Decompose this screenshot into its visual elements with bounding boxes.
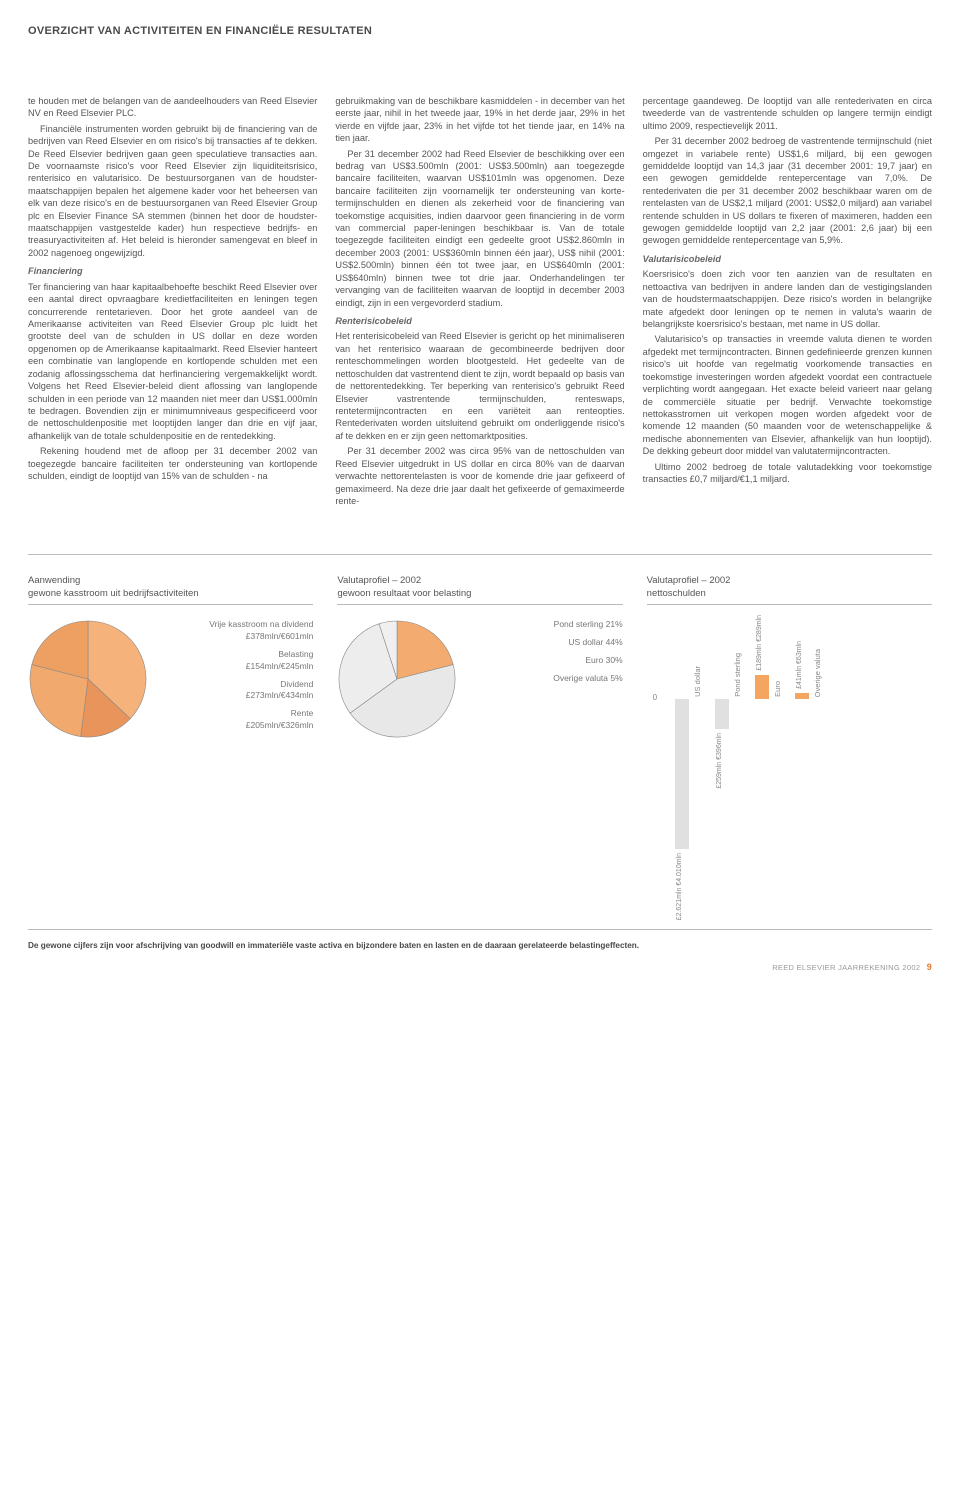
pie-chart-aanwending [28, 619, 148, 739]
bar-axis-zero: 0 [653, 693, 657, 704]
col3-p3: Koersrisico's doen zich voor ten aanzien… [643, 268, 932, 330]
page-title: OVERZICHT VAN ACTIVITEITEN EN FINANCIËLE… [28, 24, 932, 39]
col1-p4: Rekening houdend met de afloop per 31 de… [28, 445, 317, 482]
body-columns: te houden met de belangen van de aandeel… [28, 95, 932, 511]
footer-text: REED ELSEVIER JAARREKENING 2002 [772, 963, 920, 972]
col1-p1: te houden met de belangen van de aandeel… [28, 95, 317, 120]
legend-item: Belasting£154mln/€245mln [160, 649, 313, 673]
chart-panel-aanwending: Aanwending gewone kasstroom uit bedrijfs… [28, 571, 313, 849]
col3-p5: Ultimo 2002 bedroeg de totale valuta­dek… [643, 461, 932, 486]
bar-pond-sterling: £259mln €396mlnPond sterling [715, 619, 729, 849]
legend-item: Rente£205mln/€326mln [160, 708, 313, 732]
legend-item: Euro 30% [469, 655, 622, 667]
col3-p1: percentage gaandeweg. De looptijd van al… [643, 95, 932, 132]
chart-panel-valutaprofiel-resultaat: Valutaprofiel – 2002 gewoon resultaat vo… [337, 571, 622, 849]
footnote: De gewone cijfers zijn voor afschrijving… [28, 929, 932, 951]
column-3: percentage gaandeweg. De looptijd van al… [643, 95, 932, 511]
col2-subhead-renterisico: Renterisicobeleid [335, 315, 624, 327]
col2-p4: Per 31 december 2002 was circa 95% van d… [335, 445, 624, 507]
pie2-legend: Pond sterling 21% US dollar 44% Euro 30% Ov… [469, 619, 622, 685]
col2-p2: Per 31 december 2002 had Reed Elsevier d… [335, 148, 624, 309]
charts-row: Aanwending gewone kasstroom uit bedrijfs… [28, 554, 932, 849]
chart-panel-valutaprofiel-netto: Valutaprofiel – 2002 nettoschulden 0 £2.… [647, 571, 932, 849]
legend-item: US dollar 44% [469, 637, 622, 649]
legend-item: Vrije kasstroom na dividend£378mln/€601m… [160, 619, 313, 643]
bar-chart-nettoschulden: 0 £2.621mln €4.010mlnUS dollar £259mln €3… [647, 619, 927, 849]
pie1-legend: Vrije kasstroom na dividend£378mln/€601m… [160, 619, 313, 732]
col3-subhead-valutarisico: Valutarisicobeleid [643, 253, 932, 265]
column-2: gebruikmaking van de beschikbare kasmidd… [335, 95, 624, 511]
chart2-title: Valutaprofiel – 2002 gewoon resultaat vo… [337, 575, 622, 605]
bar-overige-valuta: £41mln €63mlnOverige valuta [795, 619, 809, 849]
legend-item: Overige valuta 5% [469, 673, 622, 685]
col3-p2: Per 31 december 2002 bedroeg de vast­ren… [643, 135, 932, 247]
page-number: 9 [927, 962, 932, 972]
col2-p1: gebruikmaking van de beschikbare kasmidd… [335, 95, 624, 145]
col1-p3: Ter financiering van haar kapitaalbehoef… [28, 281, 317, 442]
bar-us-dollar: £2.621mln €4.010mlnUS dollar [675, 619, 689, 849]
bar-euro: £189mln €289mlnEuro [755, 619, 769, 849]
chart1-title: Aanwending gewone kasstroom uit bedrijfs… [28, 575, 313, 605]
col2-p3: Het renterisicobeleid van Reed Elsevier … [335, 330, 624, 442]
pie-chart-valutaprofiel-resultaat [337, 619, 457, 739]
page-footer: REED ELSEVIER JAARREKENING 2002 9 [28, 961, 932, 973]
column-1: te houden met de belangen van de aandeel… [28, 95, 317, 511]
col1-subhead-financiering: Financiering [28, 265, 317, 277]
legend-item: Dividend£273mln/€434mln [160, 679, 313, 703]
legend-item: Pond sterling 21% [469, 619, 622, 631]
chart3-title: Valutaprofiel – 2002 nettoschulden [647, 575, 932, 605]
col3-p4: Valutarisico's op transacties in vreemde… [643, 333, 932, 457]
col1-p2: Financiële instrumenten worden gebruikt … [28, 123, 317, 260]
